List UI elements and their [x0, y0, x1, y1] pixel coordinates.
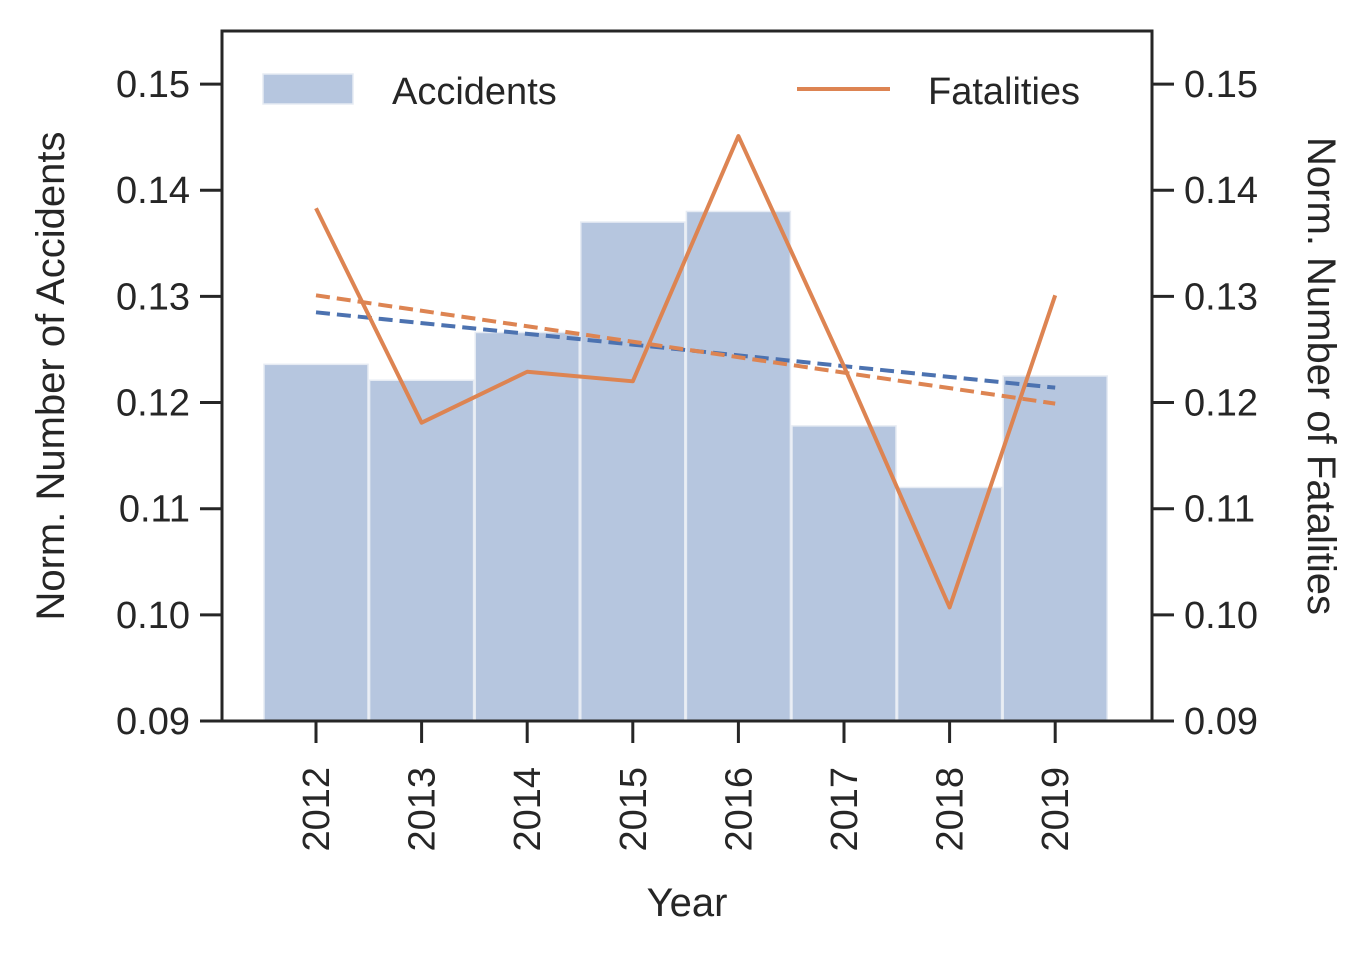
fatalities-line-series [314, 134, 1058, 610]
right-tick-label: 0.13 [1184, 276, 1258, 318]
right-tick-label: 0.14 [1184, 170, 1258, 212]
left-tick-label: 0.09 [116, 701, 190, 743]
x-tick-label-2013: 2013 [402, 767, 444, 852]
legend: Accidents Fatalities [262, 71, 1080, 113]
accident-bar-2014 [474, 331, 580, 722]
x-tick-label-2016: 2016 [718, 767, 760, 852]
left-y-axis: 0.09 0.10 0.11 0.12 0.13 0.14 0.15 [116, 64, 222, 743]
accident-bars [263, 210, 1108, 722]
legend-label-fatalities: Fatalities [928, 71, 1080, 113]
fatalities-line [314, 134, 1058, 610]
x-tick-label-2018: 2018 [930, 767, 972, 852]
left-y-axis-title: Norm. Number of Accidents [29, 131, 73, 620]
legend-swatch-accidents [262, 73, 354, 105]
trend-line-fatalities [315, 293, 1056, 406]
right-y-axis: 0.09 0.10 0.11 0.12 0.13 0.14 0.15 [1152, 64, 1258, 743]
x-tick-label-2015: 2015 [613, 767, 655, 852]
right-tick-label: 0.11 [1184, 489, 1255, 531]
right-y-axis-title: Norm. Number of Fatalities [1299, 137, 1343, 615]
plot-frame [220, 29, 1154, 723]
x-tick-label-2017: 2017 [824, 767, 866, 852]
trend-line-accidents [315, 310, 1056, 390]
right-tick-label: 0.10 [1184, 595, 1258, 637]
right-tick-label: 0.09 [1184, 701, 1258, 743]
x-tick-label-2012: 2012 [296, 767, 338, 852]
accident-bar-2019 [1002, 375, 1108, 722]
left-tick-label: 0.11 [119, 489, 190, 531]
right-tick-label: 0.12 [1184, 383, 1258, 425]
x-tick-label-2019: 2019 [1035, 767, 1077, 852]
legend-label-accidents: Accidents [392, 71, 557, 113]
accident-bar-2013 [368, 379, 475, 722]
left-tick-label: 0.12 [116, 383, 190, 425]
left-tick-label: 0.14 [116, 170, 190, 212]
x-axis-title: Year [647, 881, 728, 925]
trend-lines [315, 293, 1056, 406]
left-tick-label: 0.15 [116, 64, 190, 106]
accident-bar-2012 [263, 363, 369, 722]
x-axis: 2012 2013 2014 2015 2016 2017 2018 2019 [296, 721, 1077, 852]
accident-bar-2016 [685, 210, 792, 722]
left-tick-label: 0.13 [116, 276, 190, 318]
x-tick-label-2014: 2014 [507, 767, 549, 852]
right-tick-label: 0.15 [1184, 64, 1258, 106]
left-tick-label: 0.10 [116, 595, 190, 637]
accident-bar-2017 [791, 425, 897, 722]
